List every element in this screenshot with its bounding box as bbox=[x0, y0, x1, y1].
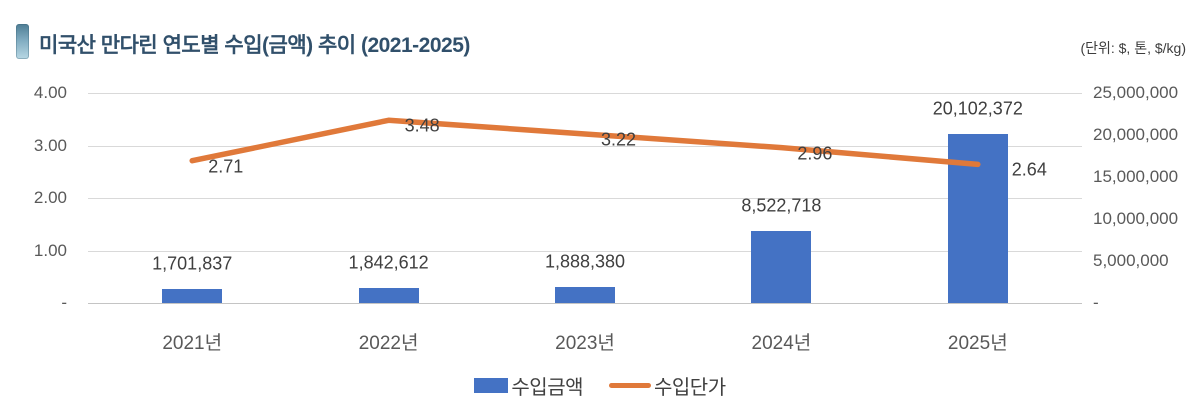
bar-value-label: 1,701,837 bbox=[152, 253, 233, 274]
left-axis-tick-label: 2.00 bbox=[33, 188, 67, 207]
legend-label: 수입금액 bbox=[511, 377, 583, 399]
right-axis-tick-label: 25,000,000 bbox=[1093, 83, 1179, 102]
bar-import-amount bbox=[751, 231, 812, 303]
left-axis-tick-label: 1.00 bbox=[33, 240, 67, 260]
bar-import-amount bbox=[358, 287, 419, 303]
gridline bbox=[88, 93, 1082, 94]
bar-value-label: 20,102,372 bbox=[932, 98, 1023, 119]
right-axis-tick-label: 15,000,000 bbox=[1093, 167, 1179, 186]
chart-legend: 수입금액 수입단가 bbox=[0, 371, 1200, 400]
axis-units-note: (단위: $, 톤, $/kg) bbox=[1080, 40, 1186, 56]
gridline bbox=[88, 145, 1082, 147]
bar-value-label: 8,522,718 bbox=[741, 195, 822, 216]
x-axis-label: 2023년 bbox=[555, 333, 615, 354]
line-value-label: 3.22 bbox=[601, 129, 637, 150]
legend-item-unit-price: 수입단가 bbox=[609, 371, 726, 400]
line-value-label: 2.71 bbox=[208, 156, 244, 177]
bar-series-swatch-icon bbox=[474, 378, 509, 393]
gridline bbox=[88, 198, 1082, 199]
left-axis-tick-label: 3.00 bbox=[33, 135, 67, 155]
bar-value-label: 1,888,380 bbox=[544, 251, 626, 272]
title-accent-bar-icon bbox=[16, 24, 29, 59]
bar-import-amount bbox=[162, 288, 223, 303]
legend-item-import-amount: 수입금액 bbox=[474, 371, 583, 400]
legend-label: 수입단가 bbox=[654, 377, 726, 399]
bar-value-label: 1,842,612 bbox=[348, 252, 429, 273]
right-axis-tick-label: 20,000,000 bbox=[1093, 125, 1179, 144]
right-axis-tick-label: 5,000,000 bbox=[1093, 251, 1169, 270]
line-value-label: 2.64 bbox=[1011, 159, 1047, 180]
left-axis-tick-label: 4.00 bbox=[33, 83, 67, 102]
line-value-label: 3.48 bbox=[404, 115, 440, 136]
x-axis-label: 2021년 bbox=[162, 333, 223, 354]
x-axis-label: 2025년 bbox=[947, 333, 1008, 354]
right-axis-tick-label: 10,000,000 bbox=[1093, 209, 1179, 228]
gridline bbox=[88, 303, 1082, 304]
gridline bbox=[88, 250, 1082, 252]
x-axis-label: 2024년 bbox=[751, 333, 812, 354]
left-axis-tick-label: - bbox=[61, 293, 67, 312]
line-value-label: 2.96 bbox=[797, 143, 833, 164]
page-title: 미국산 만다린 연도별 수입(금액) 추이 (2021-2025) bbox=[39, 34, 470, 57]
bar-import-amount bbox=[555, 287, 615, 303]
right-axis-tick-label: - bbox=[1093, 293, 1099, 312]
line-series-swatch-icon bbox=[609, 383, 651, 388]
x-axis-label: 2022년 bbox=[358, 333, 419, 354]
